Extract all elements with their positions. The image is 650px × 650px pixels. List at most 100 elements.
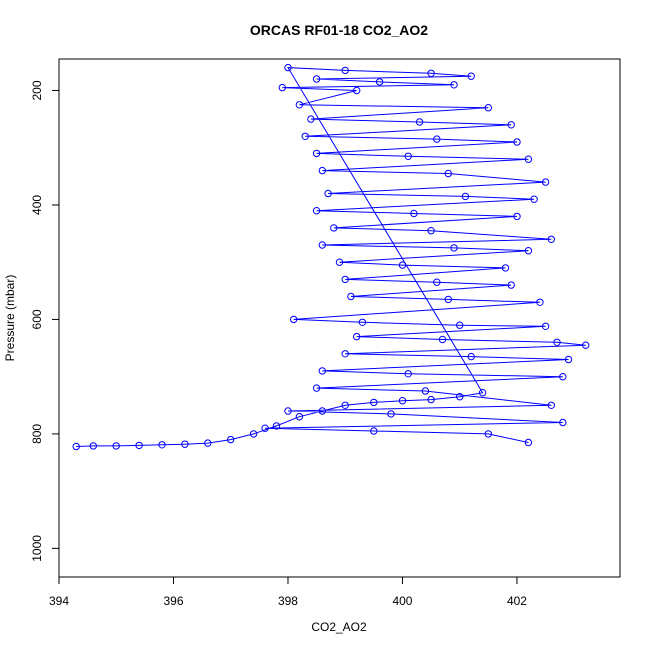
y-tick-label-2: 600 <box>30 309 44 329</box>
x-tick-label-4: 402 <box>507 594 527 608</box>
y-axis: 200 400 600 800 1000 <box>30 80 60 562</box>
data-point-34 <box>513 138 521 146</box>
data-point-27 <box>295 101 304 109</box>
data-point-50 <box>318 241 326 249</box>
data-point-18 <box>284 63 292 72</box>
data-point-36 <box>404 152 412 161</box>
data-point-44 <box>312 207 321 215</box>
data-point-35 <box>312 149 321 158</box>
data-point-53 <box>335 258 344 266</box>
data-point-26 <box>353 86 361 95</box>
data-point-10 <box>295 413 304 421</box>
data-point-31 <box>507 121 515 129</box>
data-point-68 <box>553 338 561 346</box>
data-point-81 <box>559 418 567 427</box>
data-point-17 <box>478 389 487 397</box>
x-tick-label-0: 394 <box>49 594 69 608</box>
data-point-29 <box>307 115 315 123</box>
data-point-21 <box>467 72 475 80</box>
data-point-75 <box>559 373 567 381</box>
data-point-7 <box>227 435 235 444</box>
x-tick-label-2: 398 <box>278 594 298 608</box>
data-point-49 <box>547 235 555 244</box>
data-point-28 <box>484 104 492 112</box>
data-point-60 <box>444 295 452 304</box>
data-point-64 <box>456 321 464 329</box>
data-point-79 <box>284 407 292 415</box>
data-point-42 <box>461 192 470 201</box>
data-point-41 <box>324 189 332 198</box>
x-tick-label-3: 400 <box>392 594 412 608</box>
plot-area <box>72 63 590 451</box>
chart-title: ORCAS RF01-18 CO2_AO2 <box>250 22 428 38</box>
data-point-83 <box>370 427 378 435</box>
data-point-56 <box>341 275 349 284</box>
data-point-77 <box>421 387 430 395</box>
data-point-76 <box>312 384 321 392</box>
y-tick-label-3: 800 <box>30 424 44 444</box>
data-point-1 <box>89 442 98 450</box>
data-point-0 <box>72 442 80 451</box>
y-tick-label-0: 200 <box>30 80 44 100</box>
data-point-8 <box>249 430 258 438</box>
data-point-66 <box>353 332 361 341</box>
data-point-11 <box>318 407 326 415</box>
data-point-14 <box>398 397 407 405</box>
data-point-33 <box>433 135 441 143</box>
data-point-19 <box>341 66 349 75</box>
data-point-52 <box>524 247 533 255</box>
data-point-32 <box>301 132 309 141</box>
data-point-65 <box>541 322 550 330</box>
plot-frame <box>58 58 621 578</box>
data-point-74 <box>404 370 412 378</box>
data-point-73 <box>318 367 326 375</box>
data-point-55 <box>501 264 510 272</box>
x-axis: 394 396 398 400 402 <box>49 576 527 608</box>
data-point-63 <box>358 318 367 326</box>
data-point-46 <box>513 212 521 221</box>
data-point-25 <box>278 83 286 92</box>
data-point-30 <box>415 118 424 126</box>
x-tick-label-1: 396 <box>163 594 183 608</box>
data-point-22 <box>312 75 321 83</box>
y-axis-label: Pressure (mbar) <box>3 275 17 362</box>
x-axis-label: CO2_AO2 <box>311 620 367 634</box>
data-point-54 <box>398 261 407 269</box>
data-point-5 <box>181 440 189 448</box>
data-point-38 <box>318 166 326 175</box>
data-point-62 <box>290 315 298 324</box>
data-point-47 <box>330 224 338 232</box>
data-point-39 <box>444 169 452 178</box>
data-point-85 <box>524 438 533 447</box>
data-point-37 <box>524 155 533 163</box>
data-point-12 <box>341 401 349 409</box>
data-layer <box>72 63 590 451</box>
data-point-58 <box>507 281 515 289</box>
data-point-72 <box>564 355 573 364</box>
data-point-78 <box>547 401 555 409</box>
data-point-45 <box>410 209 418 218</box>
data-point-43 <box>530 195 538 203</box>
data-point-24 <box>450 81 458 89</box>
data-point-2 <box>112 442 120 450</box>
data-point-9 <box>272 422 281 430</box>
data-point-67 <box>438 335 447 344</box>
y-tick-label-1: 400 <box>30 195 44 215</box>
data-point-20 <box>427 69 435 78</box>
data-point-15 <box>427 395 435 404</box>
data-point-57 <box>433 278 441 286</box>
y-tick-label-4: 1000 <box>30 535 44 562</box>
data-point-80 <box>387 410 395 418</box>
data-point-69 <box>582 341 590 349</box>
data-point-59 <box>347 292 355 301</box>
data-point-3 <box>135 441 143 450</box>
data-point-40 <box>541 178 550 186</box>
data-point-23 <box>375 78 384 86</box>
series-line-0 <box>76 67 586 447</box>
data-point-71 <box>467 352 475 361</box>
data-point-84 <box>484 430 492 438</box>
data-point-61 <box>536 298 544 306</box>
data-point-70 <box>341 350 349 358</box>
